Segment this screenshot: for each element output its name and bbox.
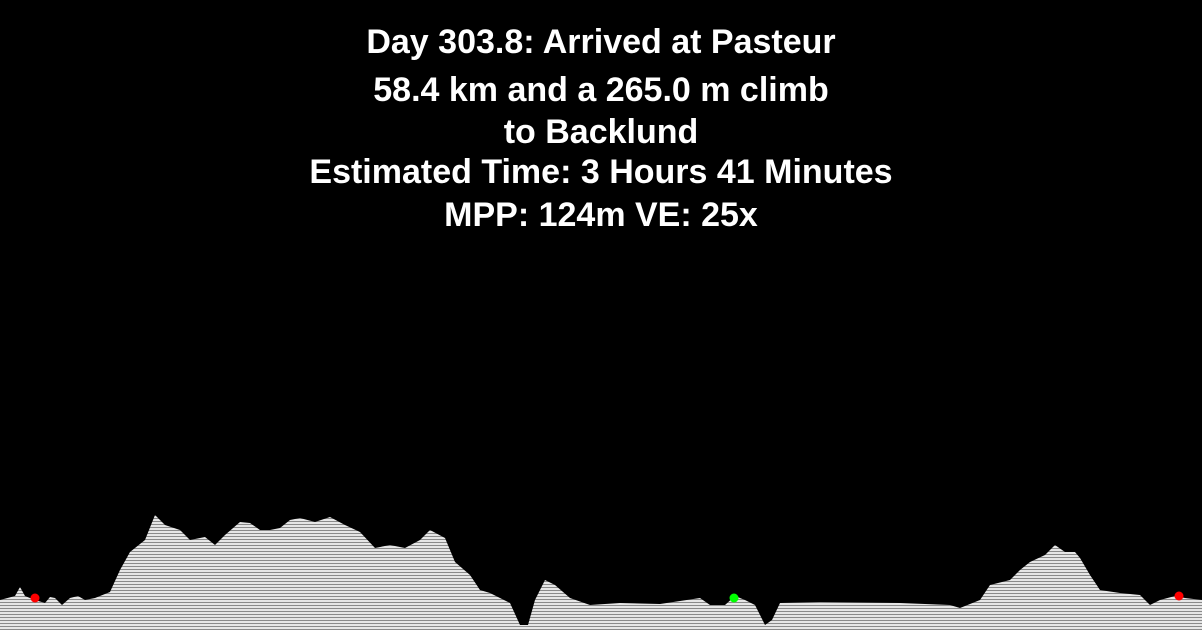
status-line: Day 303.8: Arrived at Pasteur [366, 23, 835, 61]
current-marker [729, 593, 739, 603]
end-marker [1174, 591, 1184, 601]
status-line: Estimated Time: 3 Hours 41 Minutes [309, 153, 892, 191]
terrain-profile [0, 515, 1202, 630]
status-line: 58.4 km and a 265.0 m climb [373, 71, 828, 109]
status-line: MPP: 124m VE: 25x [444, 196, 758, 234]
start-marker [30, 593, 40, 603]
status-line: to Backlund [504, 113, 699, 151]
